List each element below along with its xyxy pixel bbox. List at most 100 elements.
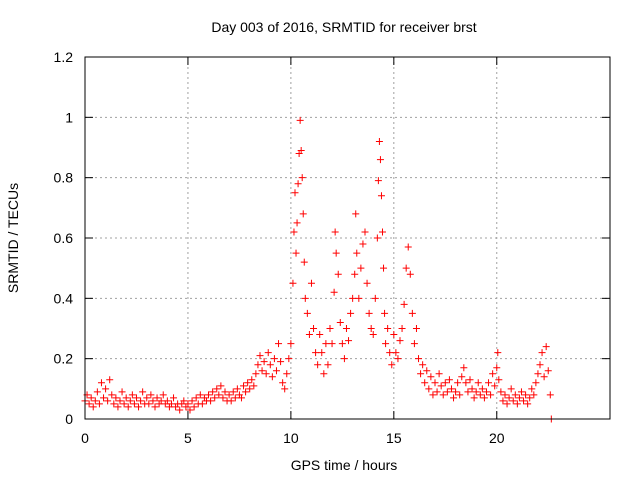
data-point <box>145 400 153 408</box>
data-point <box>336 318 344 326</box>
data-point <box>301 294 309 302</box>
data-point <box>149 397 157 405</box>
data-point <box>536 361 544 369</box>
data-point <box>427 373 435 381</box>
data-point <box>497 388 505 396</box>
data-point <box>499 397 507 405</box>
data-point <box>124 403 132 411</box>
data-point <box>347 309 355 317</box>
data-point <box>494 349 502 357</box>
data-point <box>365 309 373 317</box>
x-tick-label: 10 <box>283 430 299 446</box>
data-point <box>487 391 495 399</box>
data-point <box>359 240 367 248</box>
data-point <box>207 397 215 405</box>
data-point <box>345 337 353 345</box>
data-point <box>270 355 278 363</box>
data-point <box>474 379 482 387</box>
data-point <box>300 258 308 266</box>
data-point <box>287 340 295 348</box>
data-point <box>219 394 227 402</box>
data-point <box>91 397 99 405</box>
data-point <box>460 364 468 372</box>
data-point <box>517 388 525 396</box>
data-point <box>491 382 499 390</box>
data-point <box>281 385 289 393</box>
data-point <box>501 391 509 399</box>
data-point <box>205 391 213 399</box>
chart-title: Day 003 of 2016, SRMTID for receiver brs… <box>211 19 476 35</box>
data-point <box>192 394 200 402</box>
data-point <box>122 394 130 402</box>
data-point <box>445 376 453 384</box>
data-point <box>528 385 536 393</box>
data-point <box>421 379 429 387</box>
data-point <box>340 355 348 363</box>
data-point <box>233 385 241 393</box>
data-point <box>262 370 270 378</box>
data-point <box>330 288 338 296</box>
data-point <box>139 388 147 396</box>
data-point <box>522 391 530 399</box>
data-point <box>266 361 274 369</box>
data-point <box>299 210 307 218</box>
y-tick-label: 0 <box>65 411 73 427</box>
data-point <box>153 394 161 402</box>
data-point <box>209 388 217 396</box>
data-point <box>441 379 449 387</box>
data-point <box>151 403 159 411</box>
data-point <box>190 403 198 411</box>
data-point <box>272 367 280 375</box>
data-point <box>437 382 445 390</box>
data-point <box>318 349 326 357</box>
data-point <box>338 340 346 348</box>
data-point <box>503 400 511 408</box>
data-point <box>384 325 392 332</box>
data-point <box>196 391 204 399</box>
y-tick-label: 1.2 <box>54 49 74 65</box>
data-point <box>242 388 250 396</box>
data-point <box>316 331 324 339</box>
data-point <box>462 379 470 387</box>
data-point <box>104 397 112 405</box>
data-point <box>279 379 287 387</box>
data-point <box>328 340 336 348</box>
axis-ticks: 0 5 10 15 20 0 0.2 0.4 0.6 0.8 1 1.2 <box>54 49 610 446</box>
x-tick-label: 0 <box>81 430 89 446</box>
data-point <box>126 397 134 405</box>
data-point <box>532 379 540 387</box>
data-point <box>470 394 478 402</box>
data-point <box>390 331 398 339</box>
data-point <box>290 228 298 236</box>
x-tick-label: 15 <box>386 430 402 446</box>
y-axis-label: SRMTID / TECUs <box>5 183 21 293</box>
data-point <box>227 397 235 405</box>
data-point <box>256 352 264 360</box>
data-point <box>95 400 103 408</box>
scatter-points <box>81 116 555 423</box>
data-point <box>268 373 276 381</box>
data-point <box>349 294 357 302</box>
data-point <box>357 264 365 272</box>
data-point <box>398 325 406 332</box>
data-point <box>361 228 369 236</box>
data-point <box>334 270 342 278</box>
data-point <box>538 349 546 357</box>
data-point <box>128 391 136 399</box>
data-point <box>102 385 110 393</box>
data-point <box>211 394 219 402</box>
data-point <box>93 388 101 396</box>
data-point <box>320 370 328 378</box>
data-point <box>277 358 285 366</box>
data-point <box>312 349 320 357</box>
data-point <box>429 391 437 399</box>
data-point <box>408 309 416 317</box>
data-point <box>292 249 300 257</box>
data-point <box>342 325 350 332</box>
data-point <box>289 279 297 287</box>
data-point <box>120 400 128 408</box>
data-point <box>524 400 532 408</box>
data-point <box>447 385 455 393</box>
data-point <box>264 349 272 357</box>
data-point <box>489 370 497 378</box>
